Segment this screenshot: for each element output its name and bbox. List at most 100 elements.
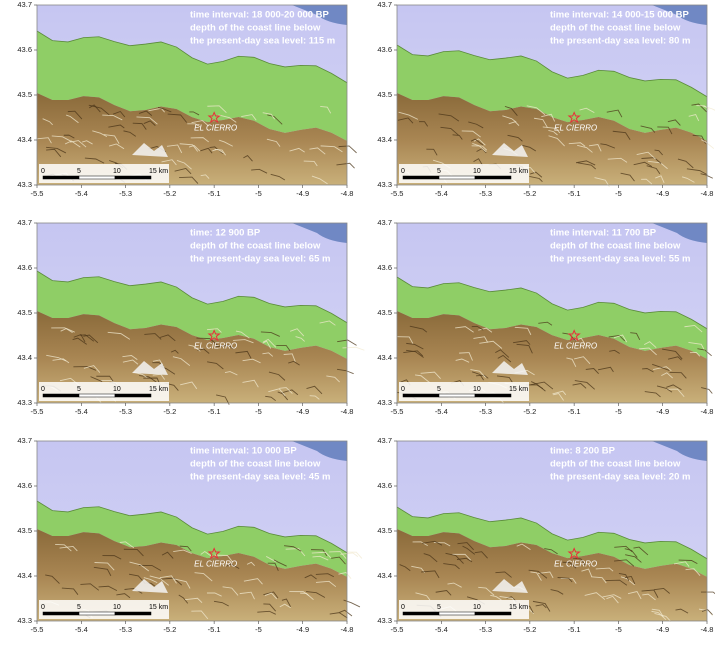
scale-bar-segment (403, 612, 439, 615)
site-label: EL CIERRO (194, 560, 237, 569)
x-tick-label: -5.2 (523, 407, 536, 416)
x-tick-label: -5.5 (31, 189, 44, 198)
x-tick-label: -5.1 (208, 625, 221, 634)
map-panel: time interval: 10 000 BPdepth of the coa… (17, 436, 362, 634)
scale-bar-segment (439, 394, 475, 397)
x-tick-label: -4.9 (296, 189, 309, 198)
y-tick-label: 43.5 (17, 90, 32, 99)
y-tick-label: 43.5 (17, 308, 32, 317)
period-annotation: the present-day sea level: 65 m (190, 254, 330, 265)
x-tick-label: -4.9 (656, 625, 669, 634)
x-tick-label: -5.4 (435, 625, 448, 634)
y-tick-label: 43.7 (377, 436, 392, 445)
site-label: EL CIERRO (554, 124, 597, 133)
x-tick-label: -5.3 (479, 407, 492, 416)
site-label: EL CIERRO (554, 342, 597, 351)
x-tick-label: -5.2 (523, 625, 536, 634)
scale-label: 10 (113, 604, 121, 611)
y-tick-label: 43.6 (377, 481, 392, 490)
y-tick-label: 43.3 (377, 180, 392, 189)
y-tick-label: 43.7 (17, 218, 32, 227)
y-tick-label: 43.4 (377, 135, 392, 144)
period-annotation: depth of the coast line below (550, 23, 681, 34)
scale-label: 15 km (509, 386, 528, 393)
y-tick-label: 43.6 (17, 45, 32, 54)
scale-bar-segment (115, 176, 151, 179)
scale-bar-segment (403, 394, 439, 397)
period-annotation: the present-day sea level: 45 m (190, 472, 330, 483)
y-tick-label: 43.5 (377, 90, 392, 99)
x-tick-label: -5.3 (479, 625, 492, 634)
scale-label: 5 (77, 168, 81, 175)
period-annotation: depth of the coast line below (550, 241, 681, 252)
y-tick-label: 43.3 (17, 180, 32, 189)
y-tick-label: 43.6 (377, 263, 392, 272)
y-tick-label: 43.4 (377, 571, 392, 580)
y-tick-label: 43.4 (17, 353, 32, 362)
x-tick-label: -4.8 (701, 189, 714, 198)
map-panel: time: 12 900 BPdepth of the coast line b… (17, 218, 364, 416)
scale-bar-segment (43, 394, 79, 397)
x-tick-label: -4.9 (656, 189, 669, 198)
scale-bar-segment (43, 176, 79, 179)
map-panel: time interval: 18 000-20 000 BPdepth of … (17, 0, 356, 198)
y-tick-label: 43.7 (377, 218, 392, 227)
period-annotation: time interval: 18 000-20 000 BP (190, 10, 330, 21)
x-tick-label: -5 (615, 189, 622, 198)
x-tick-label: -4.9 (296, 625, 309, 634)
x-tick-label: -4.8 (701, 625, 714, 634)
x-tick-label: -4.9 (296, 407, 309, 416)
period-annotation: the present-day sea level: 55 m (550, 254, 690, 265)
period-annotation: the present-day sea level: 80 m (550, 36, 690, 47)
x-tick-label: -5.2 (163, 189, 176, 198)
period-annotation: time interval: 11 700 BP (550, 228, 657, 239)
period-annotation: the present-day sea level: 115 m (190, 36, 335, 47)
x-tick-label: -5 (255, 625, 262, 634)
scale-bar-segment (115, 394, 151, 397)
y-tick-label: 43.3 (17, 616, 32, 625)
scale-label: 10 (473, 386, 481, 393)
scale-label: 15 km (149, 386, 168, 393)
y-tick-label: 43.3 (17, 398, 32, 407)
scale-label: 0 (41, 604, 45, 611)
period-annotation: time: 8 200 BP (550, 446, 616, 457)
x-tick-label: -4.8 (341, 189, 354, 198)
x-tick-label: -5.5 (31, 407, 44, 416)
x-tick-label: -4.8 (341, 407, 354, 416)
x-tick-label: -5.5 (391, 189, 404, 198)
scale-label: 0 (41, 386, 45, 393)
scale-bar-segment (79, 612, 115, 615)
x-tick-label: -5 (255, 189, 262, 198)
x-tick-label: -4.8 (701, 407, 714, 416)
site-label: EL CIERRO (554, 560, 597, 569)
y-tick-label: 43.4 (17, 135, 32, 144)
period-annotation: time interval: 10 000 BP (190, 446, 297, 457)
x-tick-label: -5.2 (163, 625, 176, 634)
x-tick-label: -5.1 (568, 625, 581, 634)
x-tick-label: -5.3 (479, 189, 492, 198)
x-tick-label: -5.2 (163, 407, 176, 416)
x-tick-label: -5 (615, 407, 622, 416)
scale-label: 5 (77, 604, 81, 611)
x-tick-label: -5.3 (119, 407, 132, 416)
scale-bar-segment (475, 394, 511, 397)
x-tick-label: -5.1 (208, 407, 221, 416)
scale-label: 5 (77, 386, 81, 393)
y-tick-label: 43.3 (377, 398, 392, 407)
scale-label: 0 (41, 168, 45, 175)
period-annotation: depth of the coast line below (190, 241, 321, 252)
site-label: EL CIERRO (194, 124, 237, 133)
scale-bar-segment (43, 612, 79, 615)
y-tick-label: 43.5 (377, 308, 392, 317)
y-tick-label: 43.4 (377, 353, 392, 362)
scale-bar-segment (475, 612, 511, 615)
map-panel: time interval: 14 000-15 000 BPdepth of … (377, 0, 715, 198)
x-tick-label: -5.3 (119, 189, 132, 198)
x-tick-label: -5.4 (75, 407, 88, 416)
scale-label: 0 (401, 168, 405, 175)
scale-label: 10 (113, 168, 121, 175)
period-annotation: the present-day sea level: 20 m (550, 472, 690, 483)
scale-bar-segment (439, 176, 475, 179)
scale-bar-segment (79, 394, 115, 397)
figure: time interval: 18 000-20 000 BP depth of … (0, 0, 715, 647)
